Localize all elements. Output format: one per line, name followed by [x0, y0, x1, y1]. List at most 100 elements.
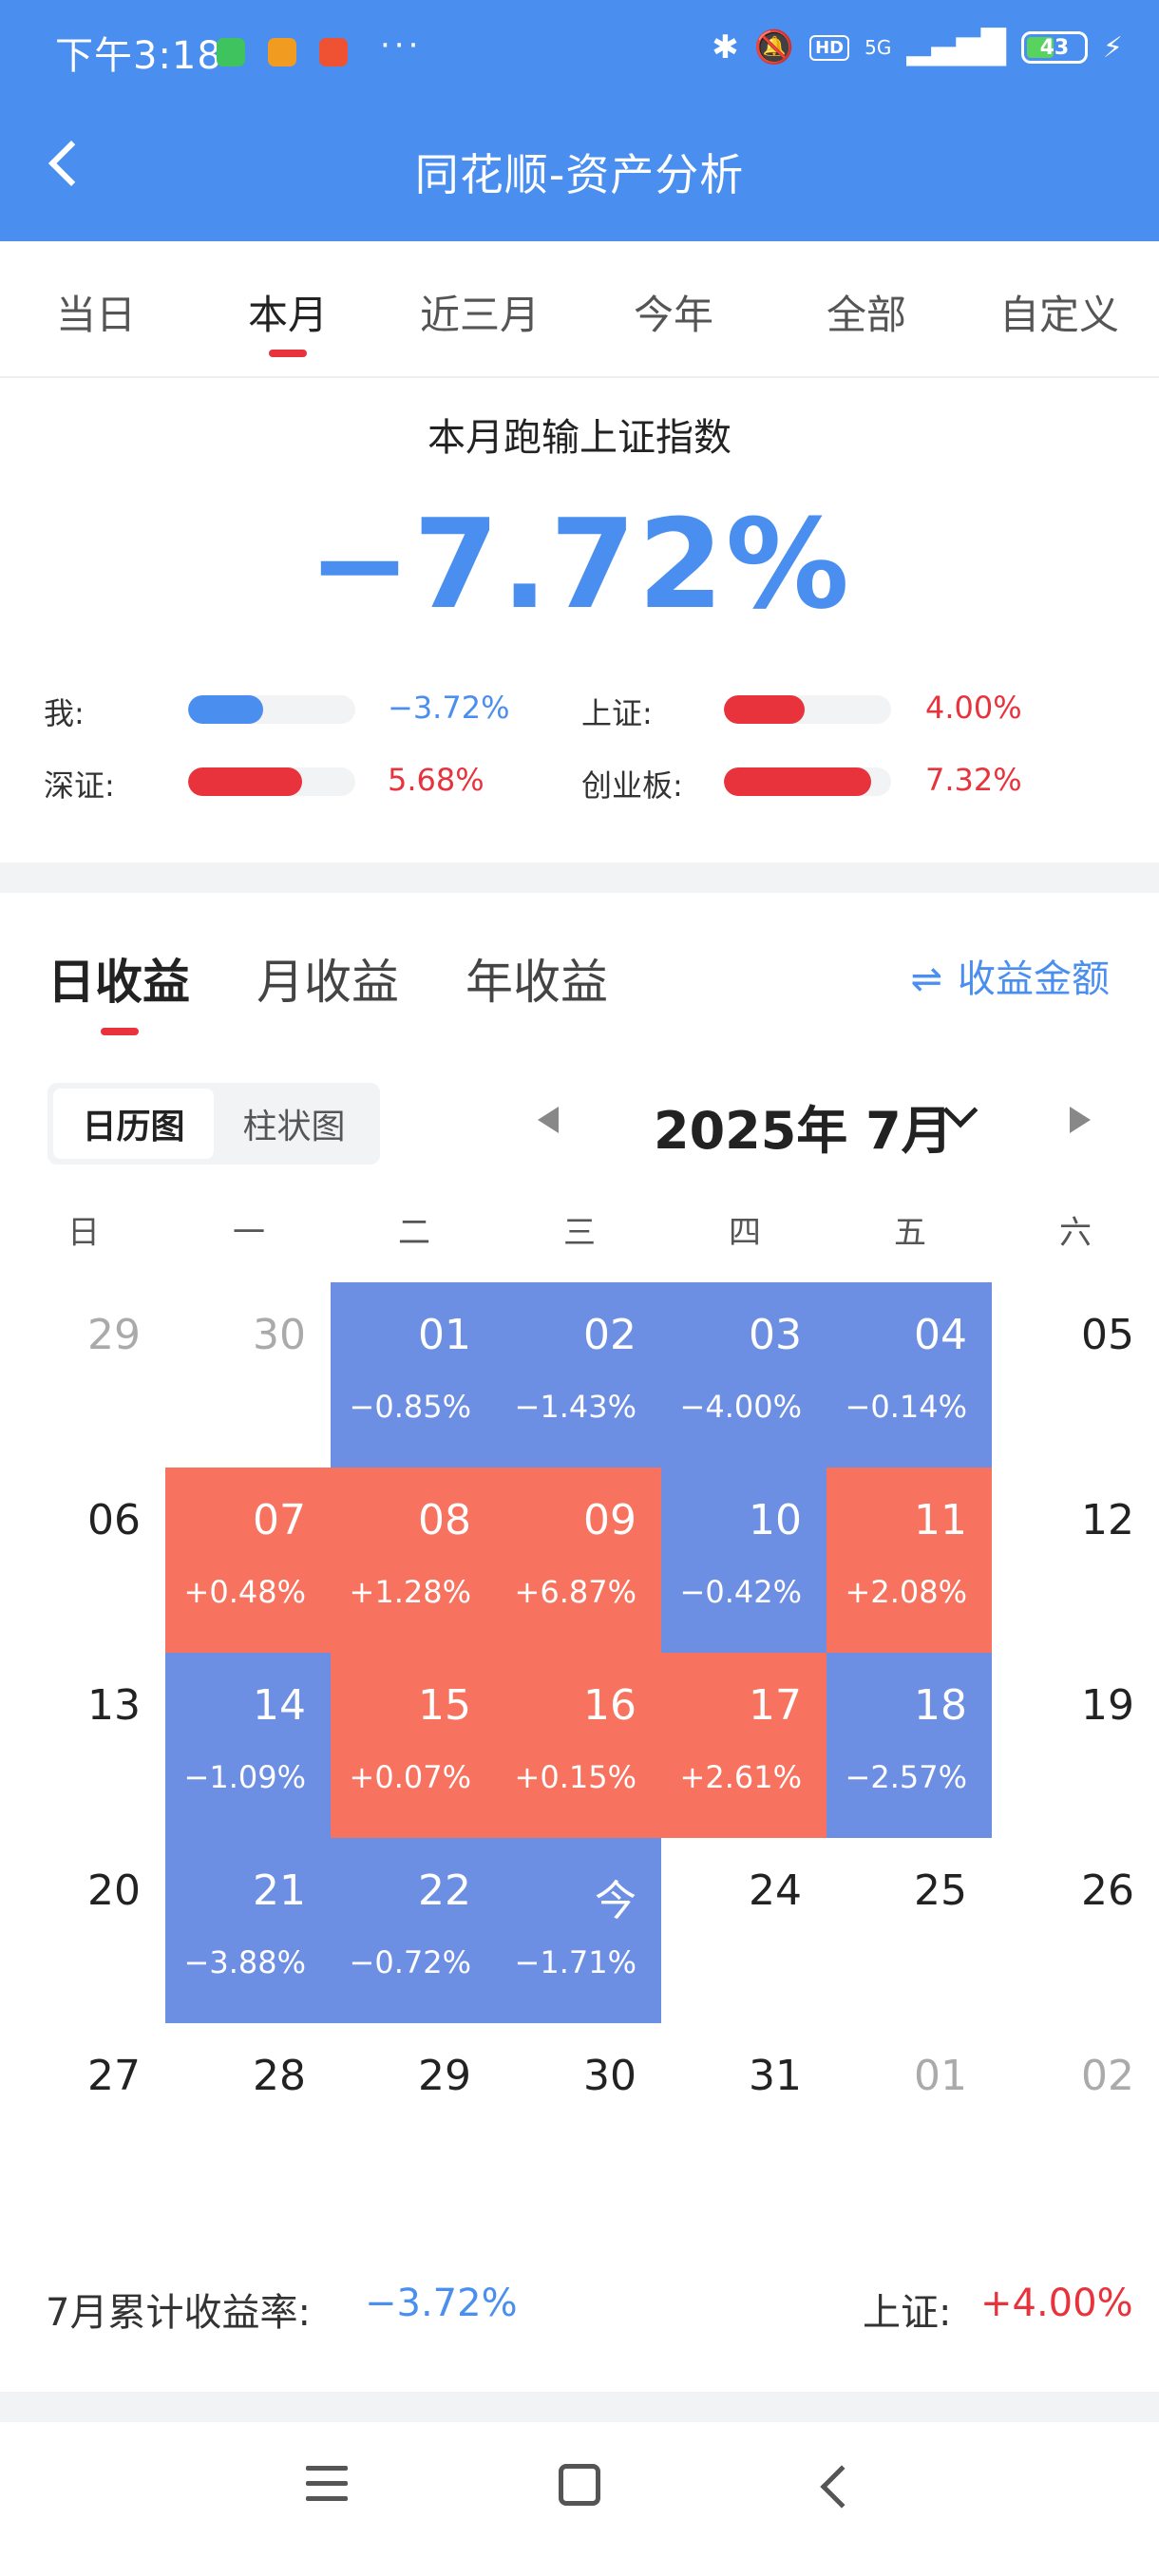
calendar-day-cell[interactable]: 14 −1.09% [165, 1653, 331, 1838]
amount-toggle-button[interactable]: ⇌ 收益金额 [910, 948, 1110, 1003]
next-month-icon[interactable] [1070, 1107, 1091, 1133]
calendar-day-cell[interactable]: 15 +0.07% [331, 1653, 496, 1838]
weekday-label: 四 [729, 1214, 761, 1252]
calendar-day-number: 20 [87, 1866, 141, 1915]
back-icon[interactable] [820, 2465, 864, 2509]
calendar-day-cell[interactable]: 11 +2.08% [826, 1468, 992, 1653]
compare-label-chinext: 创业板: [581, 767, 683, 804]
tab-daily-earnings[interactable]: 日收益 [48, 955, 190, 1010]
active-tab-indicator [269, 350, 307, 357]
calendar-day-cell[interactable]: 02 −1.43% [496, 1282, 661, 1468]
calendar-day-cell[interactable]: 30 [496, 2023, 661, 2208]
calendar-day-cell[interactable]: 17 +2.61% [661, 1653, 826, 1838]
calendar-day-number: 24 [749, 1866, 802, 1915]
calendar-day-cell[interactable]: 10 −0.42% [661, 1468, 826, 1653]
calendar-day-number: 30 [583, 2052, 636, 2100]
calendar-day-cell[interactable]: 13 [0, 1653, 165, 1838]
calendar-day-number: 16 [583, 1681, 636, 1730]
calendar-day-cell[interactable]: 25 [826, 1838, 992, 2023]
tab-all[interactable]: 全部 [826, 292, 907, 338]
status-time: 下午3:18 [55, 34, 222, 78]
calendar-day-cell[interactable]: 18 −2.57% [826, 1653, 992, 1838]
tab-this-year[interactable]: 今年 [633, 292, 714, 338]
index-return-label: 上证: [863, 2291, 952, 2335]
tab-custom[interactable]: 自定义 [998, 292, 1120, 338]
calendar-day-number: 19 [1081, 1681, 1134, 1730]
calendar-day-cell[interactable]: 07 +0.48% [165, 1468, 331, 1653]
calendar-day-cell[interactable]: 26 [992, 1838, 1159, 2023]
calendar-day-cell[interactable]: 12 [992, 1468, 1159, 1653]
amount-toggle-label: 收益金额 [958, 957, 1110, 1001]
cumulative-return-label: 7月累计收益率: [46, 2291, 311, 2335]
calendar-day-cell[interactable]: 22 −0.72% [331, 1838, 496, 2023]
system-nav-bar [0, 2422, 1159, 2576]
calendar-day-cell[interactable]: 06 [0, 1468, 165, 1653]
calendar-day-return: +0.48% [183, 1574, 306, 1610]
tab-yearly-earnings[interactable]: 年收益 [466, 955, 608, 1010]
tab-today[interactable]: 当日 [55, 292, 137, 338]
calendar-day-number: 14 [253, 1681, 306, 1730]
tab-this-month[interactable]: 本月 [247, 292, 329, 338]
signal-icon: ▂▄▆█ [906, 28, 1006, 66]
compare-bar-shanghai [724, 695, 891, 724]
page-title: 同花顺-资产分析 [414, 149, 745, 200]
app-header: 下午3:18 ··· ✱ 🔕 HD 5G ▂▄▆█ 43 ⚡ 同花顺-资产分析 [0, 0, 1159, 241]
tab-monthly-earnings[interactable]: 月收益 [256, 955, 399, 1010]
compare-value-shanghai: 4.00% [925, 690, 1022, 726]
calendar-day-return: +6.87% [514, 1574, 636, 1610]
calendar-view-button[interactable]: 日历图 [53, 1089, 214, 1159]
calendar-day-cell[interactable]: 01 [826, 2023, 992, 2208]
bluetooth-icon: ✱ [712, 28, 739, 66]
calendar-day-number: 27 [87, 2052, 141, 2100]
compare-bar-chinext [724, 767, 891, 796]
calendar-day-cell[interactable]: 28 [165, 2023, 331, 2208]
hd-badge: HD [809, 34, 850, 61]
calendar-day-cell[interactable]: 29 [0, 1282, 165, 1468]
calendar-day-cell[interactable]: 29 [331, 2023, 496, 2208]
summary-card: 本月跑输上证指数 −7.72% 我: −3.72% 上证: 4.00% 深证: … [0, 378, 1159, 862]
calendar-day-cell[interactable]: 27 [0, 2023, 165, 2208]
weekday-label: 日 [67, 1214, 100, 1252]
weekday-label: 三 [563, 1214, 596, 1252]
weekday-label: 五 [894, 1214, 926, 1252]
calendar-day-cell[interactable]: 31 [661, 2023, 826, 2208]
home-icon[interactable] [559, 2464, 600, 2506]
calendar-day-number: 02 [1081, 2052, 1134, 2100]
calendar-day-number: 12 [1081, 1496, 1134, 1544]
calendar-day-return: −4.00% [679, 1389, 802, 1425]
calendar-day-number: 30 [253, 1311, 306, 1359]
tab-three-months[interactable]: 近三月 [419, 292, 541, 338]
calendar-day-number: 01 [914, 2052, 967, 2100]
calendar-day-return: −2.57% [845, 1759, 967, 1795]
month-label[interactable]: 2025年 7月 [654, 1101, 953, 1161]
calendar-day-number: 07 [253, 1496, 306, 1544]
calendar-day-return: −0.85% [349, 1389, 471, 1425]
calendar-day-cell[interactable]: 19 [992, 1653, 1159, 1838]
calendar-day-cell[interactable]: 30 [165, 1282, 331, 1468]
calendar-day-cell[interactable]: 05 [992, 1282, 1159, 1468]
calendar-day-return: +2.61% [679, 1759, 802, 1795]
calendar-day-cell[interactable]: 21 −3.88% [165, 1838, 331, 2023]
calendar-day-number: 22 [418, 1866, 471, 1915]
weekday-label: 二 [398, 1214, 430, 1252]
calendar-day-cell[interactable]: 03 −4.00% [661, 1282, 826, 1468]
calendar-day-cell[interactable]: 16 +0.15% [496, 1653, 661, 1838]
calendar-day-cell[interactable]: 08 +1.28% [331, 1468, 496, 1653]
more-notifications: ··· [380, 27, 423, 65]
menu-icon[interactable] [306, 2466, 348, 2511]
calendar-day-cell[interactable]: 09 +6.87% [496, 1468, 661, 1653]
calendar-day-cell[interactable]: 24 [661, 1838, 826, 2023]
compare-value-me: −3.72% [388, 690, 510, 726]
calendar-day-cell[interactable]: 01 −0.85% [331, 1282, 496, 1468]
compare-bar-me [188, 695, 355, 724]
calendar-day-cell[interactable]: 今 −1.71% [496, 1838, 661, 2023]
calendar-day-cell[interactable]: 04 −0.14% [826, 1282, 992, 1468]
calendar-day-cell[interactable]: 02 [992, 2023, 1159, 2208]
prev-month-icon[interactable] [538, 1107, 559, 1133]
calendar-day-number: 18 [914, 1681, 967, 1730]
calendar-day-number: 17 [749, 1681, 802, 1730]
compare-bar-shenzhen [188, 767, 355, 796]
bar-view-button[interactable]: 柱状图 [242, 1108, 346, 1146]
calendar-day-cell[interactable]: 20 [0, 1838, 165, 2023]
calendar-day-number: 15 [418, 1681, 471, 1730]
